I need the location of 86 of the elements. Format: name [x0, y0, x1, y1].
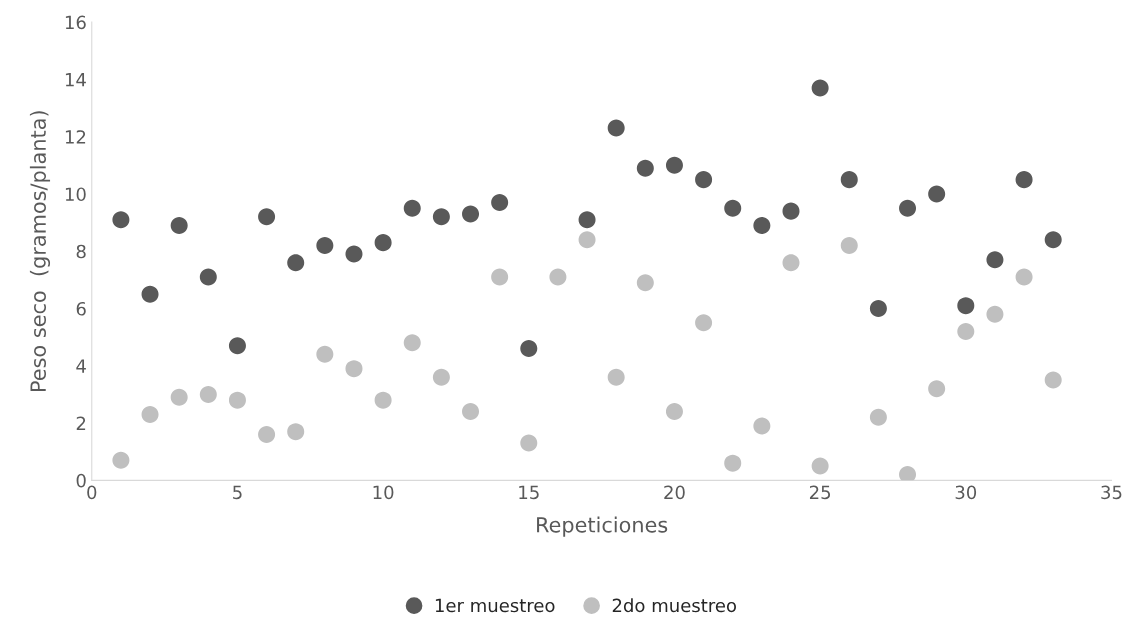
point [170, 216, 188, 234]
x-tick-label: 10 [373, 485, 394, 500]
point [899, 466, 917, 481]
point [869, 299, 887, 317]
point [1015, 268, 1033, 286]
point [462, 205, 480, 223]
point [665, 156, 683, 174]
point [374, 391, 392, 409]
point [403, 199, 421, 217]
x-tick-label: 15 [519, 485, 539, 500]
point [1044, 371, 1062, 389]
point [287, 423, 305, 441]
point [869, 408, 887, 426]
point [928, 185, 946, 203]
point [112, 211, 130, 229]
point [520, 434, 538, 452]
point [899, 199, 917, 217]
point [258, 425, 276, 444]
x-axis-title: Repeticiones [537, 516, 668, 537]
point [112, 451, 130, 469]
point [578, 231, 596, 249]
point [957, 297, 975, 315]
point [520, 340, 538, 358]
point [199, 268, 217, 286]
y-tick-label: 8 [76, 244, 86, 259]
point [840, 236, 858, 254]
legend-label: 1er muestreo [435, 598, 555, 613]
x-tick-label: 30 [955, 485, 977, 500]
point [782, 202, 800, 220]
x-tick-label: 25 [809, 485, 831, 500]
point [840, 171, 858, 189]
point [141, 285, 159, 303]
point [957, 322, 975, 340]
point [1044, 231, 1062, 249]
point [491, 268, 509, 286]
point [665, 403, 683, 421]
point [724, 199, 742, 217]
point [228, 391, 246, 409]
point [316, 236, 334, 254]
point [811, 457, 829, 475]
y-tick-label: 0 [76, 473, 86, 488]
y-tick-label: 12 [65, 130, 86, 144]
x-tick-label: 0 [87, 485, 97, 500]
point [403, 334, 421, 352]
point [811, 79, 829, 97]
point [258, 208, 276, 226]
point [928, 380, 946, 398]
point [636, 159, 654, 177]
point [549, 268, 567, 286]
point [753, 216, 771, 234]
point [462, 403, 480, 421]
point [724, 454, 742, 472]
point [636, 274, 654, 292]
point [491, 194, 509, 212]
point [141, 405, 159, 423]
y-tick-label: 2 [76, 416, 86, 430]
point [287, 254, 305, 272]
point [607, 119, 625, 137]
x-tick-label: 35 [1101, 485, 1122, 500]
point [228, 337, 246, 355]
point [986, 305, 1004, 323]
y-tick-label: 6 [76, 301, 86, 316]
point [170, 388, 188, 406]
x-tick-label: 5 [233, 485, 242, 500]
legend-label: 2do muestreo [612, 598, 736, 613]
point [199, 385, 217, 403]
point [753, 417, 771, 435]
point [986, 251, 1004, 269]
point [1015, 171, 1033, 189]
y-tick-label: 10 [65, 187, 86, 202]
point [695, 171, 713, 189]
y-tick-label: 4 [76, 359, 86, 373]
y-axis-title: Peso seco (gramos/planta) [29, 111, 51, 391]
point [345, 245, 363, 263]
x-tick-label: 20 [664, 485, 685, 500]
point [578, 211, 596, 229]
point [316, 345, 334, 363]
point [782, 254, 800, 272]
point [374, 234, 392, 252]
point [432, 208, 450, 226]
point [695, 314, 713, 332]
point [345, 360, 363, 378]
y-tick-label: 14 [65, 73, 86, 87]
y-tick-label: 16 [65, 15, 86, 30]
point [607, 368, 625, 386]
point [432, 368, 450, 386]
